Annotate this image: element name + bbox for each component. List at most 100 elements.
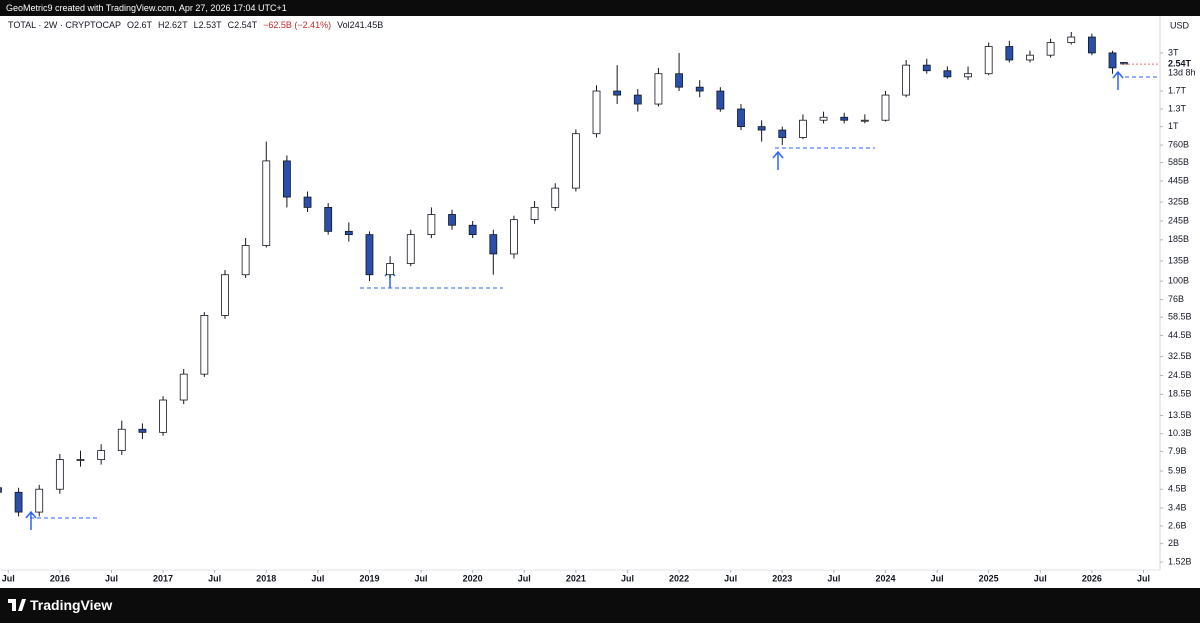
volume: Vol241.45B bbox=[337, 20, 384, 30]
brand[interactable]: TradingView bbox=[30, 597, 113, 613]
candle-body bbox=[1119, 62, 1128, 65]
x-tick-label: Jul bbox=[2, 573, 15, 583]
symbol: TOTAL · 2W · CRYPTOCAP bbox=[8, 20, 122, 30]
currency: USD bbox=[1170, 20, 1190, 30]
candle-body bbox=[964, 73, 972, 78]
last-price-label: 2.54T bbox=[1168, 58, 1192, 68]
candle-body bbox=[633, 94, 642, 105]
y-tick-label: 7.9B bbox=[1168, 446, 1187, 456]
candle-body bbox=[159, 399, 167, 433]
candle-body bbox=[14, 491, 23, 513]
x-tick-label: Jul bbox=[724, 573, 737, 583]
candle-body bbox=[117, 428, 126, 452]
candle-body bbox=[1108, 52, 1117, 69]
candle-body bbox=[778, 129, 787, 138]
x-tick-label: 2023 bbox=[772, 573, 792, 583]
candle-body bbox=[984, 46, 993, 75]
credit: GeoMetric9 created with TradingView.com,… bbox=[6, 3, 287, 13]
y-tick-label: 3T bbox=[1168, 47, 1179, 57]
y-tick-label: 2.6B bbox=[1168, 520, 1187, 530]
candle-body bbox=[55, 459, 64, 490]
y-tick-label: 10.3B bbox=[1168, 428, 1192, 438]
y-tick-label: 44.5B bbox=[1168, 330, 1192, 340]
y-tick-label: 76B bbox=[1168, 294, 1184, 304]
candle-body bbox=[303, 196, 312, 208]
candle-body bbox=[241, 245, 250, 276]
x-tick-label: Jul bbox=[1034, 573, 1047, 583]
candle-body bbox=[344, 230, 353, 236]
candle-body bbox=[716, 90, 725, 110]
candle-body bbox=[448, 214, 456, 226]
change: −62.5B (−2.41%) bbox=[263, 20, 332, 30]
candle-body bbox=[1067, 36, 1076, 43]
candle-body bbox=[592, 90, 601, 135]
x-tick-label: 2018 bbox=[256, 573, 276, 583]
y-tick-label: 445B bbox=[1168, 175, 1189, 185]
candle-body bbox=[551, 187, 560, 208]
y-tick-label: 5.9B bbox=[1168, 465, 1187, 475]
low: L2.53T bbox=[193, 20, 222, 30]
y-tick-label: 2B bbox=[1168, 538, 1179, 548]
arrow bbox=[1112, 70, 1124, 90]
y-tick-label: 325B bbox=[1168, 196, 1189, 206]
x-tick-label: 2016 bbox=[50, 573, 70, 583]
arrow bbox=[772, 150, 784, 170]
y-tick-label: 760B bbox=[1168, 139, 1189, 149]
y-tick-label: 1.7T bbox=[1168, 85, 1187, 95]
candle-body bbox=[943, 70, 952, 78]
chart: USD 3T 1.7T 1.3T 1T 760B 585B 445B 325B 245B 185B… bbox=[0, 16, 1196, 583]
candle-body bbox=[819, 116, 828, 121]
y-tick-label: 185B bbox=[1168, 234, 1189, 244]
candle-body bbox=[613, 90, 622, 96]
candle-body bbox=[840, 116, 849, 121]
open: O2.6T bbox=[127, 20, 153, 30]
x-tick-label: Jul bbox=[105, 573, 118, 583]
y-tick-label: 1.52B bbox=[1168, 556, 1192, 566]
candle-body bbox=[35, 488, 44, 513]
support-lines bbox=[30, 76, 1158, 519]
candle-body bbox=[324, 207, 333, 232]
brand-bar: TradingView bbox=[0, 588, 1200, 623]
candle-body bbox=[200, 315, 209, 375]
candle-body bbox=[757, 126, 766, 131]
candle-body bbox=[97, 450, 106, 460]
x-tick-label: 2022 bbox=[669, 573, 689, 583]
y-tick-label: 135B bbox=[1168, 255, 1189, 265]
candle-body bbox=[922, 64, 931, 72]
y-tick-label: 1T bbox=[1168, 121, 1179, 131]
x-tick-label: Jul bbox=[311, 573, 324, 583]
candle-body bbox=[386, 263, 395, 276]
x-tick-label: 2021 bbox=[566, 573, 586, 583]
candle-body bbox=[468, 224, 477, 236]
y-tick-label: 18.5B bbox=[1168, 389, 1192, 399]
candle-body bbox=[262, 160, 271, 246]
candle-body bbox=[695, 86, 704, 92]
countdown: 13d 8h bbox=[1168, 67, 1196, 77]
y-tick-label: 24.5B bbox=[1168, 370, 1192, 380]
candle-body bbox=[283, 160, 291, 198]
candle-body bbox=[654, 73, 663, 105]
candle-body bbox=[1087, 36, 1096, 54]
candle-body bbox=[799, 119, 807, 138]
y-tick-label: 3.4B bbox=[1168, 502, 1187, 512]
y-tick-label: 585B bbox=[1168, 157, 1189, 167]
y-tick-label: 4.5B bbox=[1168, 484, 1187, 494]
candle-body bbox=[860, 119, 869, 122]
candle-body bbox=[881, 94, 890, 121]
candle-body bbox=[179, 373, 188, 401]
candle-body bbox=[365, 234, 374, 276]
y-tick-label: 100B bbox=[1168, 276, 1189, 286]
y-tick-label: 58.5B bbox=[1168, 311, 1192, 321]
x-tick-label: 2026 bbox=[1082, 573, 1102, 583]
x-tick-label: Jul bbox=[415, 573, 428, 583]
high: H2.62T bbox=[158, 20, 188, 30]
candle-body bbox=[406, 234, 415, 264]
x-tick-label: Jul bbox=[1137, 573, 1150, 583]
candle-body bbox=[138, 428, 147, 433]
y-tick-label: 1.3T bbox=[1168, 103, 1187, 113]
arrow bbox=[25, 510, 37, 530]
logo bbox=[8, 599, 26, 611]
candle-body bbox=[530, 207, 539, 221]
x-tick-label: 2019 bbox=[359, 573, 379, 583]
